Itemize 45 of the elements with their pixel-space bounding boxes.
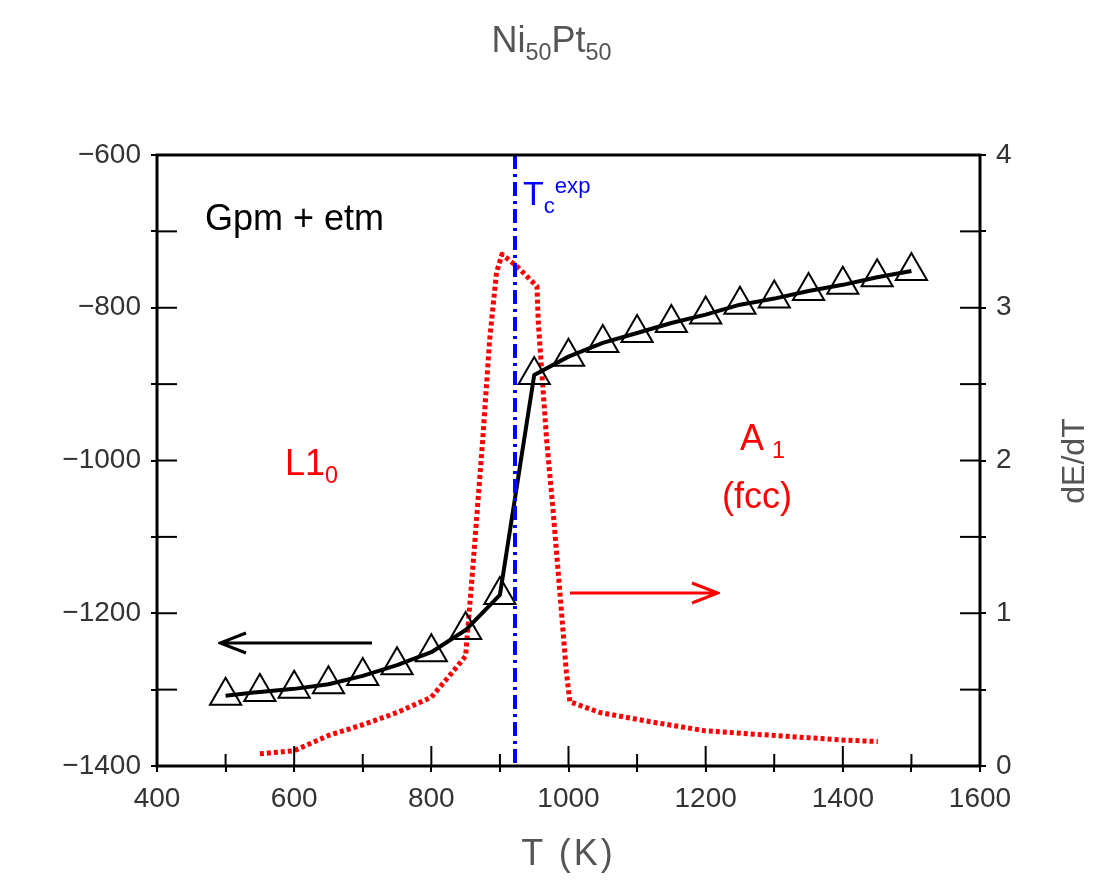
y2-tick-label: 3 bbox=[996, 290, 1012, 322]
point bbox=[586, 323, 620, 353]
point bbox=[277, 669, 311, 699]
annotation: L1$_{0}$ bbox=[285, 442, 339, 489]
chart-title: Ni$_{50}$Pt$_{50}$ bbox=[490, 19, 613, 66]
point bbox=[826, 265, 860, 295]
y2-tick-label: 1 bbox=[996, 595, 1012, 627]
point bbox=[311, 665, 346, 695]
point bbox=[414, 633, 448, 663]
y-tick-label: −600 bbox=[77, 137, 141, 169]
x-tick-label: 1600 bbox=[948, 781, 1012, 813]
annotation: (fcc) bbox=[722, 475, 792, 516]
y2-axis-title: dE/dT bbox=[1055, 417, 1091, 504]
y-tick-label: −1200 bbox=[62, 595, 141, 627]
point bbox=[757, 279, 791, 309]
point bbox=[723, 285, 757, 315]
y-tick-label: −1000 bbox=[62, 443, 141, 475]
y-tick-label: −800 bbox=[77, 290, 141, 322]
annotation: A $_{1}$ bbox=[740, 417, 786, 464]
point bbox=[346, 656, 380, 686]
x-tick-label: 800 bbox=[407, 781, 455, 813]
x-tick-label: 1400 bbox=[811, 781, 874, 813]
x-axis-title: T (K) bbox=[520, 832, 617, 873]
y2-tick-label: 0 bbox=[996, 748, 1012, 780]
x-tick-label: 1200 bbox=[674, 781, 737, 813]
point bbox=[620, 313, 654, 343]
point bbox=[380, 646, 414, 676]
point bbox=[791, 271, 826, 301]
point bbox=[551, 337, 586, 367]
y2-tick-label: 4 bbox=[996, 137, 1012, 169]
point bbox=[654, 304, 688, 334]
point bbox=[483, 575, 517, 605]
annotation: Gpm + etm bbox=[205, 197, 385, 238]
y2-tick-label: 2 bbox=[996, 443, 1012, 475]
y-tick-label: −1400 bbox=[62, 748, 141, 780]
x-tick-label: 400 bbox=[133, 781, 181, 813]
point bbox=[209, 676, 243, 706]
point bbox=[860, 258, 894, 288]
point bbox=[449, 611, 483, 641]
point bbox=[517, 355, 551, 385]
x-tick-label: 1000 bbox=[537, 781, 600, 813]
point bbox=[243, 672, 277, 702]
x-tick-label: 600 bbox=[270, 781, 318, 813]
point bbox=[689, 295, 723, 325]
point bbox=[894, 252, 929, 282]
